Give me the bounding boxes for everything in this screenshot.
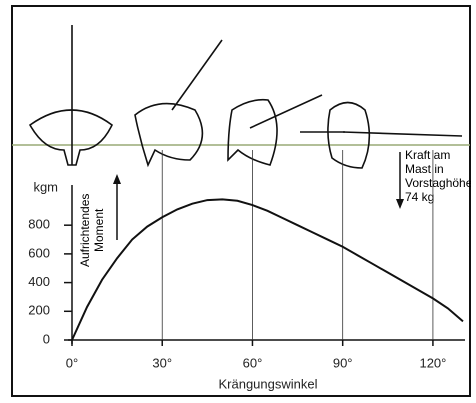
arrow-head xyxy=(113,174,121,184)
page: {"chart_data": {"type": "line", "y_label… xyxy=(0,0,476,403)
y-tick-label: 800 xyxy=(28,217,50,232)
chart: kgm Krängungswinkel Aufrichtendes Moment… xyxy=(0,0,476,403)
annotation-right-box: Kraft am Mast in Vorstaghöhe 74 kg xyxy=(405,148,471,238)
annotation-left: Aufrichtendes Moment xyxy=(78,175,106,285)
x-tick-label: 60° xyxy=(243,355,263,370)
x-tick-label: 0° xyxy=(66,355,78,370)
y-tick-label: 400 xyxy=(28,274,50,289)
x-tick-label: 90° xyxy=(333,355,353,370)
x-tick-label: 120° xyxy=(419,355,446,370)
x-tick-label: 30° xyxy=(152,355,172,370)
annotation-right: Kraft am Mast in Vorstaghöhe 74 kg xyxy=(405,148,471,204)
boat-sketches xyxy=(30,25,462,168)
y-tick-label: 600 xyxy=(28,245,50,260)
y-tick-label: 0 xyxy=(43,331,50,346)
arrow-head xyxy=(396,199,404,209)
y-axis-label: kgm xyxy=(33,179,58,194)
x-axis-label: Krängungswinkel xyxy=(218,376,317,391)
y-tick-label: 200 xyxy=(28,303,50,318)
